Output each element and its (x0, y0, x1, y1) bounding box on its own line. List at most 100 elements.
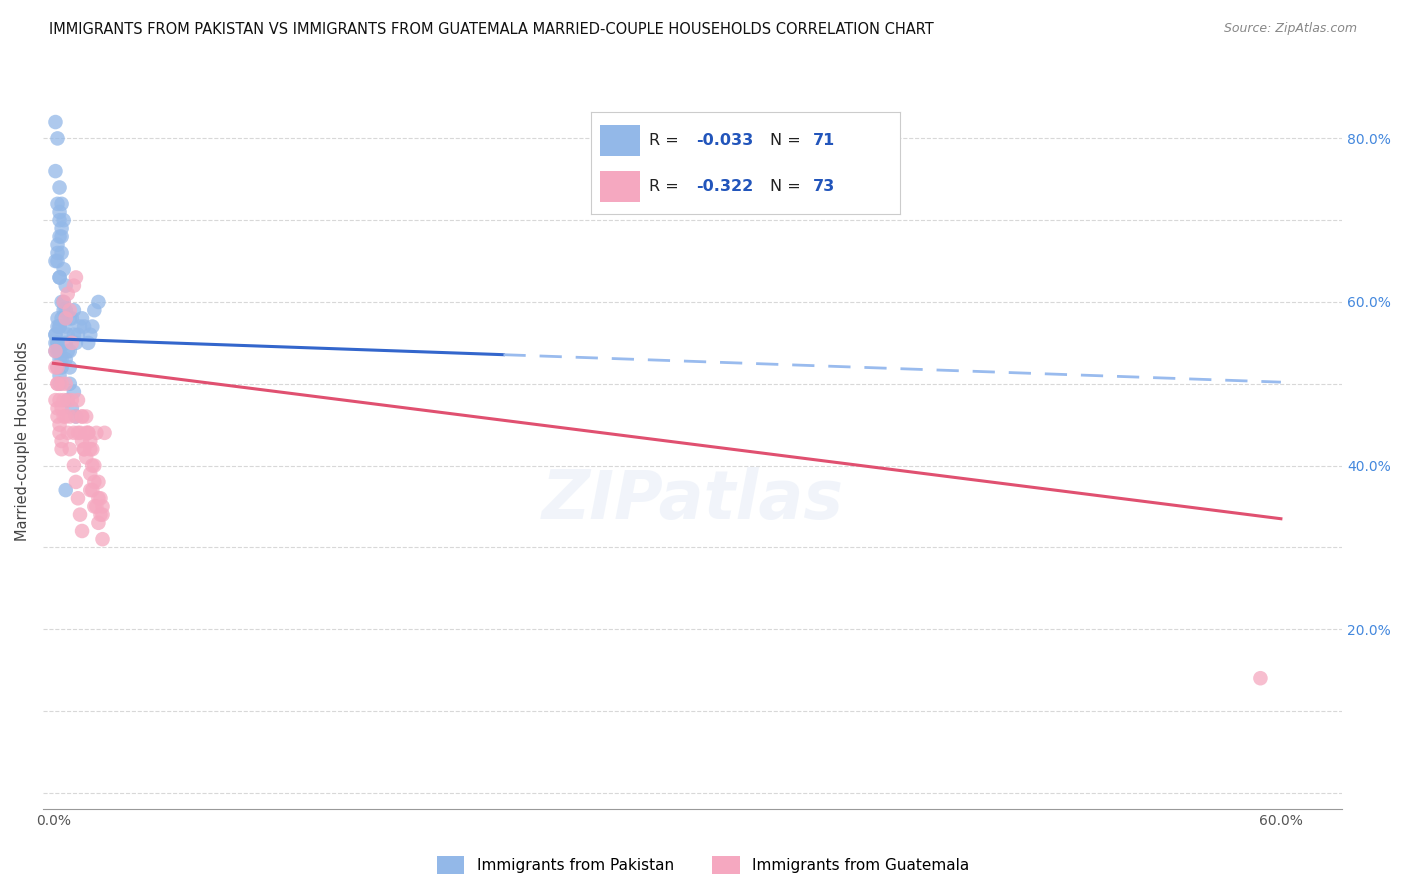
Point (56, 393, 79, 408)
Point (48, 376, 70, 391)
Point (77, 425, 100, 440)
Point (46, 319, 69, 334)
Point (82, 483, 104, 497)
Point (77, 425, 100, 440)
Text: -0.033: -0.033 (696, 133, 754, 148)
Point (82, 319, 104, 334)
Point (51, 442, 73, 457)
Text: R =: R = (650, 133, 685, 148)
Point (93, 425, 115, 440)
Point (46, 131, 69, 145)
Point (51, 352, 73, 367)
Point (51, 376, 73, 391)
Point (48, 344, 70, 359)
Point (44, 393, 66, 408)
Point (60, 335, 83, 350)
Point (46, 311, 69, 326)
Point (63, 425, 86, 440)
Point (87, 491, 110, 506)
Point (46, 197, 69, 211)
Text: 73: 73 (813, 179, 835, 194)
Point (83, 458, 105, 473)
Legend: Immigrants from Pakistan, Immigrants from Guatemala: Immigrants from Pakistan, Immigrants fro… (430, 850, 976, 880)
Point (60, 311, 83, 326)
Point (65, 270, 87, 285)
Point (52, 262, 75, 277)
Point (44, 254, 66, 268)
Point (51, 197, 73, 211)
Point (55, 319, 77, 334)
Point (44, 335, 66, 350)
Point (63, 384, 86, 399)
Point (75, 425, 97, 440)
Point (48, 180, 70, 194)
Point (66, 327, 89, 342)
Point (46, 409, 69, 424)
Point (55, 278, 77, 293)
Point (82, 458, 104, 473)
Point (89, 491, 111, 506)
Point (52, 303, 75, 318)
Text: N =: N = (770, 179, 806, 194)
Point (79, 467, 101, 481)
Point (66, 393, 89, 408)
Text: IMMIGRANTS FROM PAKISTAN VS IMMIGRANTS FROM GUATEMALA MARRIED-COUPLE HOUSEHOLDS : IMMIGRANTS FROM PAKISTAN VS IMMIGRANTS F… (49, 22, 934, 37)
Point (55, 483, 77, 497)
Point (55, 303, 77, 318)
Point (63, 303, 86, 318)
Text: ZIPatlas: ZIPatlas (541, 467, 844, 533)
Text: N =: N = (770, 133, 806, 148)
Point (46, 376, 69, 391)
Point (66, 425, 89, 440)
Point (91, 532, 114, 546)
Y-axis label: Married-couple Households: Married-couple Households (15, 341, 30, 541)
Point (70, 409, 93, 424)
Point (46, 360, 69, 375)
Point (79, 327, 101, 342)
Point (46, 335, 69, 350)
Point (48, 319, 70, 334)
Point (65, 409, 87, 424)
Point (55, 311, 77, 326)
Point (66, 491, 89, 506)
Point (91, 500, 114, 514)
Point (75, 409, 97, 424)
Point (60, 393, 83, 408)
Point (60, 401, 83, 416)
Point (83, 475, 105, 489)
Point (48, 368, 70, 383)
Point (73, 442, 96, 457)
Point (59, 442, 82, 457)
Point (55, 409, 77, 424)
Text: R =: R = (650, 179, 685, 194)
Point (44, 327, 66, 342)
Point (48, 213, 70, 227)
Point (51, 295, 73, 310)
Point (51, 311, 73, 326)
Point (65, 335, 87, 350)
Point (46, 344, 69, 359)
Point (86, 500, 108, 514)
Point (63, 278, 86, 293)
Point (69, 425, 91, 440)
Point (44, 115, 66, 129)
FancyBboxPatch shape (600, 125, 640, 155)
Point (83, 500, 105, 514)
Point (48, 425, 70, 440)
Point (59, 344, 82, 359)
Point (59, 360, 82, 375)
Point (44, 344, 66, 359)
Point (48, 205, 70, 219)
Point (51, 221, 73, 235)
Point (44, 360, 66, 375)
Point (46, 376, 69, 391)
Point (70, 524, 93, 538)
Point (52, 409, 75, 424)
Point (1249, 671, 1271, 685)
Point (70, 409, 93, 424)
Point (44, 344, 66, 359)
Point (70, 311, 93, 326)
Point (48, 417, 70, 432)
Point (55, 335, 77, 350)
Point (46, 254, 69, 268)
